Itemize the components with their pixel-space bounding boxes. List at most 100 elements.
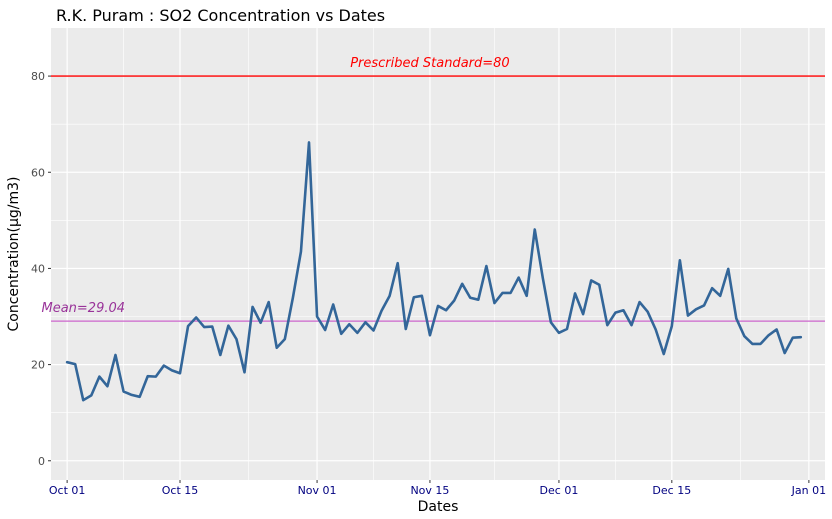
data-point bbox=[574, 292, 577, 295]
data-point bbox=[292, 296, 295, 299]
data-point bbox=[687, 314, 690, 317]
data-point bbox=[195, 316, 198, 319]
data-point bbox=[735, 317, 738, 320]
data-point bbox=[477, 298, 480, 301]
data-point bbox=[558, 332, 561, 335]
data-point bbox=[404, 328, 407, 331]
data-point bbox=[783, 352, 786, 355]
mean-label: Mean=29.04 bbox=[41, 301, 125, 316]
data-point bbox=[388, 295, 391, 298]
data-point bbox=[122, 390, 125, 393]
data-point bbox=[662, 353, 665, 356]
data-point bbox=[187, 325, 190, 328]
data-point bbox=[90, 394, 93, 397]
data-point bbox=[542, 277, 545, 280]
y-axis: 0 20 40 60 80 bbox=[31, 70, 51, 468]
x-tick-label: Nov 15 bbox=[410, 484, 449, 497]
x-axis-title: Dates bbox=[418, 499, 459, 515]
data-point bbox=[695, 308, 698, 311]
y-tick-label: 0 bbox=[38, 455, 45, 468]
data-point bbox=[767, 334, 770, 337]
data-point bbox=[332, 303, 335, 306]
data-point bbox=[235, 338, 238, 341]
data-point bbox=[614, 311, 617, 314]
data-point bbox=[622, 309, 625, 312]
data-point bbox=[719, 295, 722, 298]
data-point bbox=[171, 369, 174, 372]
data-point bbox=[775, 328, 778, 331]
y-tick-label: 40 bbox=[31, 262, 45, 275]
data-point bbox=[759, 343, 762, 346]
data-point bbox=[74, 363, 77, 366]
data-point bbox=[300, 250, 303, 253]
data-point bbox=[275, 346, 278, 349]
x-tick-label: Dec 01 bbox=[540, 484, 579, 497]
data-point bbox=[316, 315, 319, 318]
reference-labels: Prescribed Standard=80 Mean=29.04 bbox=[41, 56, 509, 316]
data-point bbox=[203, 326, 206, 329]
data-point bbox=[421, 295, 424, 298]
data-point bbox=[372, 329, 375, 332]
data-point bbox=[598, 283, 601, 286]
data-point bbox=[751, 343, 754, 346]
data-point bbox=[525, 295, 528, 298]
data-point bbox=[606, 324, 609, 327]
y-tick-label: 20 bbox=[31, 359, 45, 372]
data-point bbox=[727, 268, 730, 271]
data-point bbox=[413, 296, 416, 299]
data-point bbox=[791, 336, 794, 339]
data-point bbox=[509, 292, 512, 295]
data-point bbox=[461, 283, 464, 286]
data-point bbox=[646, 310, 649, 313]
data-point bbox=[284, 338, 287, 341]
data-point bbox=[630, 324, 633, 327]
data-point bbox=[800, 336, 803, 339]
data-point bbox=[364, 321, 367, 324]
data-point bbox=[98, 375, 101, 378]
data-point bbox=[106, 385, 109, 388]
data-point bbox=[469, 296, 472, 299]
data-point bbox=[501, 292, 504, 295]
data-point bbox=[590, 279, 593, 282]
data-point bbox=[179, 372, 182, 375]
data-point bbox=[703, 304, 706, 307]
x-axis: Oct 01 Oct 15 Nov 01 Nov 15 Dec 01 Dec 15 Jan … bbox=[49, 480, 826, 497]
x-tick-label: Oct 01 bbox=[49, 484, 86, 497]
data-point bbox=[671, 325, 674, 328]
data-point bbox=[445, 309, 448, 312]
data-point bbox=[146, 375, 149, 378]
data-point bbox=[485, 265, 488, 268]
y-tick-label: 60 bbox=[31, 166, 45, 179]
x-tick-label: Nov 01 bbox=[298, 484, 337, 497]
data-point bbox=[566, 328, 569, 331]
data-point bbox=[163, 364, 166, 367]
data-point bbox=[155, 375, 158, 378]
so2-series-line bbox=[65, 141, 803, 402]
data-point bbox=[396, 262, 399, 265]
data-point bbox=[638, 301, 641, 304]
data-point bbox=[243, 371, 246, 374]
data-point bbox=[550, 321, 553, 324]
data-point bbox=[582, 313, 585, 316]
data-point bbox=[308, 141, 311, 144]
data-point bbox=[324, 329, 327, 332]
y-axis-title: Concentration(µg/m3) bbox=[6, 176, 22, 331]
data-point bbox=[453, 299, 456, 302]
data-point bbox=[711, 287, 714, 290]
data-point bbox=[259, 321, 262, 324]
data-point bbox=[340, 333, 343, 336]
data-point bbox=[348, 323, 351, 326]
data-point bbox=[114, 354, 117, 357]
data-point bbox=[251, 306, 254, 309]
y-tick-label: 80 bbox=[31, 70, 45, 83]
data-point bbox=[227, 324, 230, 327]
data-point bbox=[219, 354, 222, 357]
data-point bbox=[130, 394, 133, 397]
data-point bbox=[429, 334, 432, 337]
data-point bbox=[654, 328, 657, 331]
data-point bbox=[743, 335, 746, 338]
data-point bbox=[493, 302, 496, 305]
x-tick-label: Jan 01 bbox=[791, 484, 826, 497]
data-point bbox=[211, 325, 214, 328]
